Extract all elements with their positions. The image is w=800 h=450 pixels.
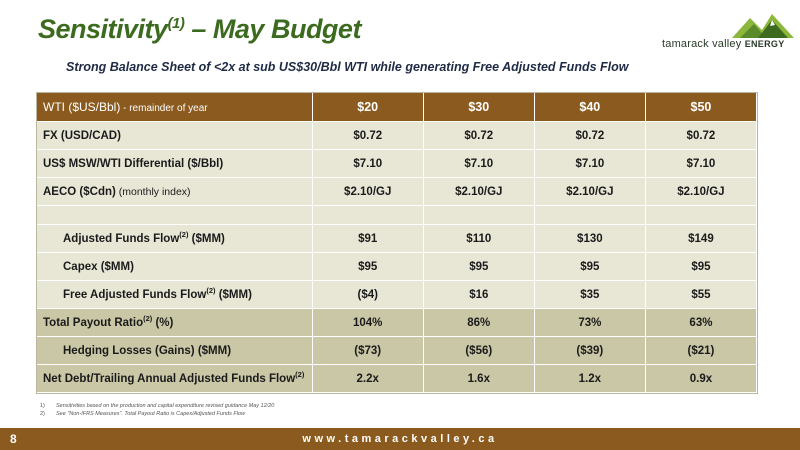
table-cell: $0.72	[534, 121, 646, 150]
table-header-cell: $30	[423, 93, 535, 122]
table-row: Free Adjusted Funds Flow(2) ($MM) ($4) $…	[37, 280, 758, 309]
logo-name: tamarack valley	[662, 38, 742, 50]
table-cell: $7.10	[423, 149, 535, 178]
table-cell: $55	[645, 280, 758, 309]
logo-suffix: ENERGY	[744, 39, 785, 49]
page-number: 8	[10, 432, 17, 446]
table-cell: $95	[312, 252, 424, 281]
table-cell: ($4)	[312, 280, 424, 309]
table-row: Total Payout Ratio(2) (%) 104% 86% 73% 6…	[37, 308, 758, 337]
table-cell: $95	[645, 252, 758, 281]
table-cell: 63%	[645, 308, 758, 337]
table-cell: $2.10/GJ	[312, 177, 424, 206]
table-cell: ($56)	[423, 336, 535, 365]
row-label: Total Payout Ratio(2) (%)	[37, 308, 313, 337]
row-label: Capex ($MM)	[37, 252, 313, 281]
footnotes: 1) Sensitivities based on the production …	[40, 402, 274, 418]
table-cell: 2.2x	[312, 364, 424, 393]
sensitivity-table: WTI ($US/Bbl) - remainder of year $20 $3…	[36, 92, 758, 394]
row-label: AECO ($Cdn) (monthly index)	[37, 177, 313, 206]
table-cell: $7.10	[534, 149, 646, 178]
table-cell: 1.6x	[423, 364, 535, 393]
table-cell: $95	[534, 252, 646, 281]
footnote: 1) Sensitivities based on the production …	[40, 403, 275, 409]
table-header-cell: $20	[312, 93, 424, 122]
table-cell: 73%	[534, 308, 646, 337]
table-row: Capex ($MM) $95 $95 $95 $95	[37, 252, 758, 281]
table-cell: $2.10/GJ	[645, 177, 758, 206]
slide-title: Sensitivity(1) – May Budget	[38, 14, 361, 45]
table-cell: ($39)	[534, 336, 646, 365]
table-cell: $0.72	[312, 121, 424, 150]
table-cell: $7.10	[645, 149, 758, 178]
table-cell: 104%	[312, 308, 424, 337]
table-header-label: WTI ($US/Bbl) - remainder of year	[37, 93, 313, 122]
table-cell: $2.10/GJ	[534, 177, 646, 206]
footer-url[interactable]: www.tamarackvalley.ca	[302, 433, 498, 445]
row-label: Hedging Losses (Gains) ($MM)	[37, 336, 313, 365]
slide-title-superscript: (1)	[167, 15, 185, 32]
row-label: FX (USD/CAD)	[37, 121, 313, 150]
table-cell: $2.10/GJ	[423, 177, 535, 206]
footer-bar	[0, 428, 800, 450]
table-cell: $149	[645, 224, 758, 253]
table-cell: $0.72	[423, 121, 535, 150]
table-row: Hedging Losses (Gains) ($MM) ($73) ($56)…	[37, 336, 758, 365]
table-row: AECO ($Cdn) (monthly index) $2.10/GJ $2.…	[37, 177, 758, 206]
table-cell: ($21)	[645, 336, 758, 365]
table-row: FX (USD/CAD) $0.72 $0.72 $0.72 $0.72	[37, 121, 758, 150]
table-cell: $35	[534, 280, 646, 309]
table-header-row: WTI ($US/Bbl) - remainder of year $20 $3…	[37, 93, 758, 122]
table-cell: 86%	[423, 308, 535, 337]
row-label: Net Debt/Trailing Annual Adjusted Funds …	[37, 364, 313, 393]
slide-title-rest: – May Budget	[184, 14, 361, 44]
table-spacer-row	[37, 205, 758, 225]
row-label: US$ MSW/WTI Differential ($/Bbl)	[37, 149, 313, 178]
footnote: 2) See "Non-IFRS Measures". Total Payout …	[40, 411, 245, 417]
table-row: Net Debt/Trailing Annual Adjusted Funds …	[37, 364, 758, 393]
table-cell: $91	[312, 224, 424, 253]
table-cell: $110	[423, 224, 535, 253]
slide-title-main: Sensitivity	[38, 14, 168, 44]
table-cell: $0.72	[645, 121, 758, 150]
table-cell: 0.9x	[645, 364, 758, 393]
slide-subtitle: Strong Balance Sheet of <2x at sub US$30…	[66, 60, 629, 74]
table-cell: $95	[423, 252, 535, 281]
table-row: Adjusted Funds Flow(2) ($MM) $91 $110 $1…	[37, 224, 758, 253]
table-header-cell: $50	[645, 93, 758, 122]
table-header-cell: $40	[534, 93, 646, 122]
company-logo-text: tamarack valley ENERGY	[662, 38, 800, 50]
table-cell: $130	[534, 224, 646, 253]
mountain-logo-icon	[732, 14, 794, 38]
table-cell: 1.2x	[534, 364, 646, 393]
table-cell: $7.10	[312, 149, 424, 178]
table-cell: $16	[423, 280, 535, 309]
row-label: Free Adjusted Funds Flow(2) ($MM)	[37, 280, 313, 309]
row-label: Adjusted Funds Flow(2) ($MM)	[37, 224, 313, 253]
table-cell: ($73)	[312, 336, 424, 365]
table-row: US$ MSW/WTI Differential ($/Bbl) $7.10 $…	[37, 149, 758, 178]
